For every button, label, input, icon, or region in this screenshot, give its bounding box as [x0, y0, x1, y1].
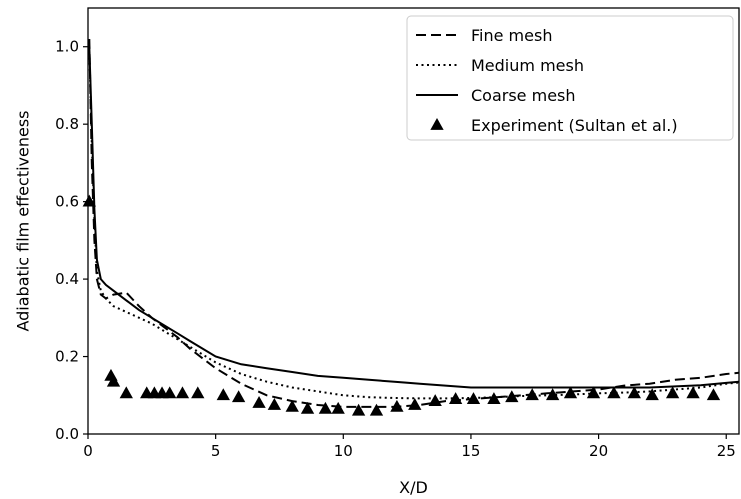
data-point — [267, 397, 282, 410]
x-tick-label: 10 — [334, 442, 353, 460]
data-point — [119, 386, 133, 399]
data-point — [607, 386, 621, 399]
data-point — [163, 386, 177, 399]
data-point — [175, 386, 190, 399]
x-tick-label: 20 — [589, 442, 608, 460]
x-tick-label: 25 — [717, 442, 736, 460]
data-point — [665, 386, 680, 399]
data-point — [216, 388, 230, 401]
y-tick-label: 0.2 — [55, 348, 79, 366]
plot-markers — [82, 194, 721, 416]
y-tick-label: 0.4 — [55, 270, 79, 288]
data-point — [645, 388, 659, 401]
legend-marker — [430, 118, 444, 130]
data-point — [191, 386, 205, 399]
y-tick-label: 1.0 — [55, 38, 79, 56]
legend-label: Experiment (Sultan et al.) — [471, 116, 678, 135]
data-point — [525, 388, 539, 401]
y-tick-label: 0.0 — [55, 425, 79, 443]
legend: Fine mesh Medium mesh Coarse mesh Experimen… — [406, 15, 734, 141]
data-point — [448, 392, 463, 405]
data-point — [466, 392, 481, 405]
data-point — [82, 194, 96, 207]
data-point — [563, 386, 578, 399]
data-point — [300, 401, 315, 414]
legend-label: Medium mesh — [471, 56, 584, 75]
data-point — [285, 399, 299, 412]
data-point — [331, 401, 345, 414]
legend-label: Fine mesh — [471, 26, 552, 45]
legend-entry: Fine mesh — [416, 26, 552, 45]
x-tick-label: 15 — [461, 442, 480, 460]
plot-lines — [88, 38, 739, 408]
data-point — [505, 390, 519, 403]
data-point — [231, 390, 246, 403]
series-line-2 — [88, 46, 739, 389]
data-point — [369, 403, 384, 416]
data-point — [627, 386, 641, 399]
data-point — [487, 392, 501, 405]
data-point — [106, 374, 121, 387]
data-point — [390, 399, 404, 412]
legend-entry: Coarse mesh — [416, 86, 576, 105]
data-point — [706, 388, 721, 401]
data-point — [586, 386, 601, 399]
x-tick-label: 5 — [211, 442, 221, 460]
x-axis-ticks: 0 5 10 15 20 25 — [83, 434, 736, 460]
data-point — [545, 388, 560, 401]
data-point — [408, 397, 422, 410]
legend-entry: Medium mesh — [416, 56, 584, 75]
y-tick-label: 0.8 — [55, 115, 79, 133]
x-axis-label: X/D — [399, 478, 428, 497]
y-tick-label: 0.6 — [55, 193, 79, 211]
data-point — [351, 403, 366, 416]
y-axis-ticks: 0.0 0.2 0.4 0.6 0.8 1.0 — [55, 38, 88, 443]
y-axis-label: Adiabatic film effectiveness — [14, 110, 33, 331]
legend-entry: Experiment (Sultan et al.) — [430, 116, 678, 135]
data-point — [686, 386, 700, 399]
data-point — [252, 396, 266, 408]
data-point — [318, 401, 333, 414]
x-tick-label: 0 — [83, 442, 93, 460]
data-point — [428, 394, 442, 406]
legend-box — [406, 15, 734, 141]
plot-area — [87, 7, 740, 435]
legend-label: Coarse mesh — [471, 86, 576, 105]
